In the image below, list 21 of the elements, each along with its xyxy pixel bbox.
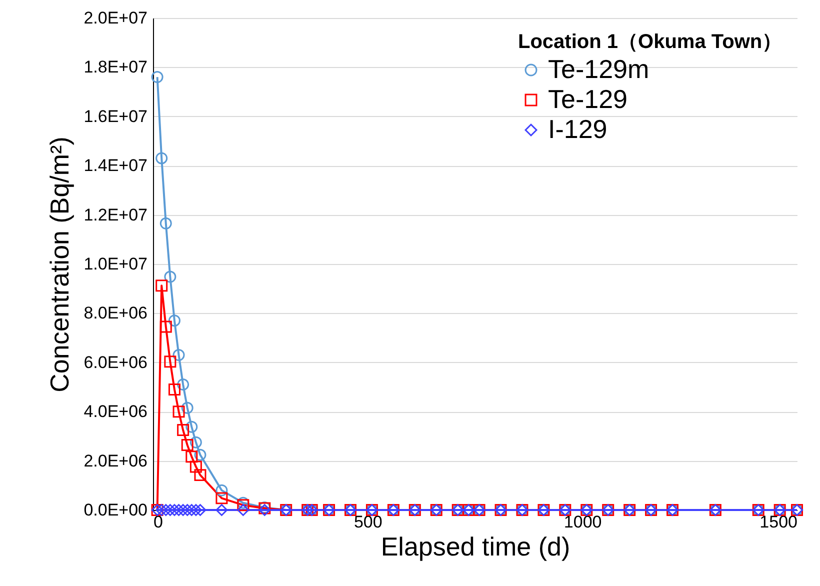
legend-label: I-129 — [548, 114, 608, 144]
legend-label: Te-129m — [548, 54, 650, 84]
y-tick-label: 1.8E+07 — [84, 58, 148, 77]
y-tick-label: 2.0E+06 — [84, 451, 148, 470]
x-tick-label: 0 — [154, 512, 163, 532]
y-tick-label: 2.0E+07 — [84, 8, 148, 28]
y-tick-label: 4.0E+06 — [84, 402, 148, 422]
y-tick-label: 8.0E+06 — [84, 304, 148, 323]
y-axis-title: Concentration (Bq/m²) — [44, 136, 75, 392]
x-axis-title: Elapsed time (d) — [380, 532, 570, 562]
x-tick-label: 500 — [354, 512, 382, 532]
x-tick-label: 1500 — [760, 512, 798, 532]
y-tick-label: 0.0E+00 — [84, 500, 148, 520]
y-tick-label: 1.2E+07 — [84, 205, 148, 224]
y-tick-label: 1.6E+07 — [84, 106, 148, 126]
y-tick-label: 6.0E+06 — [84, 352, 148, 372]
x-tick-label: 1000 — [564, 512, 602, 532]
legend-label: Te-129 — [548, 84, 628, 114]
y-tick-label: 1.4E+07 — [84, 156, 148, 176]
y-tick-label: 1.0E+07 — [84, 254, 148, 274]
legend-title: Location 1（Okuma Town） — [518, 31, 782, 53]
